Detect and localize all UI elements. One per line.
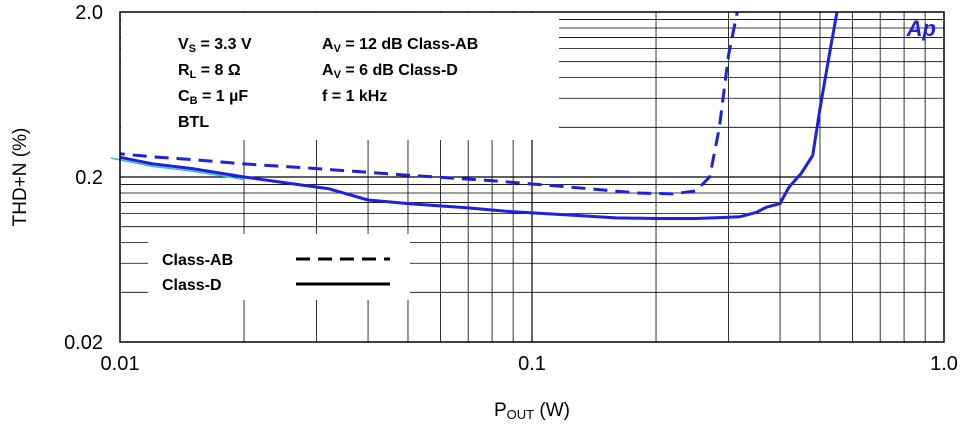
condition-line: CB = 1 µF <box>178 88 248 107</box>
condition-part: = 12 dB Class-AB <box>341 36 478 53</box>
condition-line: f = 1 kHz <box>322 88 387 105</box>
condition-part: S <box>189 43 196 55</box>
condition-part: V <box>334 69 342 81</box>
x-axis-label: POUT (W) <box>494 400 570 422</box>
condition-part: V <box>334 43 342 55</box>
condition-part: A <box>322 36 334 53</box>
plot-frame <box>119 11 945 343</box>
tick-labels: 0.01 0.1 1.0 2.0 0.2 0.02 <box>64 2 958 375</box>
legend: Class-AB Class-D <box>162 252 390 294</box>
series-class-d <box>120 12 839 220</box>
condition-part: R <box>178 62 190 79</box>
y-tick-label: 2.0 <box>75 2 103 24</box>
condition-part: C <box>178 88 190 105</box>
condition-line: VS = 3.3 V <box>178 36 252 55</box>
curves <box>110 12 839 220</box>
conditions-box <box>121 13 559 140</box>
x-axis-label-sub: OUT <box>507 407 535 422</box>
condition-part: = 3.3 V <box>196 36 252 53</box>
condition-part: = 1 µF <box>198 88 249 105</box>
condition-part: BTL <box>178 114 209 131</box>
legend-label: Class-AB <box>162 252 233 269</box>
condition-part: f = 1 kHz <box>322 88 387 105</box>
condition-line: RL = 8 Ω <box>178 62 241 81</box>
y-axis-label: THD+N (%) <box>10 128 31 227</box>
condition-part: L <box>190 69 197 81</box>
y-tick-label: 0.02 <box>64 332 103 354</box>
condition-part: = 6 dB Class-D <box>341 62 458 79</box>
condition-part: V <box>178 36 189 53</box>
series-class-ab <box>120 12 739 196</box>
condition-line: AV = 6 dB Class-D <box>322 62 458 81</box>
y-tick-label: 0.2 <box>75 167 103 189</box>
condition-part: = 8 Ω <box>196 62 241 79</box>
legend-label: Class-D <box>162 277 222 294</box>
ap-logo: Ap <box>906 16 936 41</box>
condition-line: AV = 12 dB Class-AB <box>322 36 478 55</box>
x-axis-label-unit: (W) <box>534 400 570 421</box>
condition-part: B <box>190 95 198 107</box>
condition-line: BTL <box>178 114 209 131</box>
x-axis-label-main: P <box>494 400 507 421</box>
x-tick-label: 0.1 <box>518 353 546 375</box>
series-faint-trace <box>110 157 245 181</box>
x-tick-label: 1.0 <box>930 353 958 375</box>
x-tick-label: 0.01 <box>101 353 140 375</box>
legend-box <box>148 234 410 300</box>
condition-part: A <box>322 62 334 79</box>
